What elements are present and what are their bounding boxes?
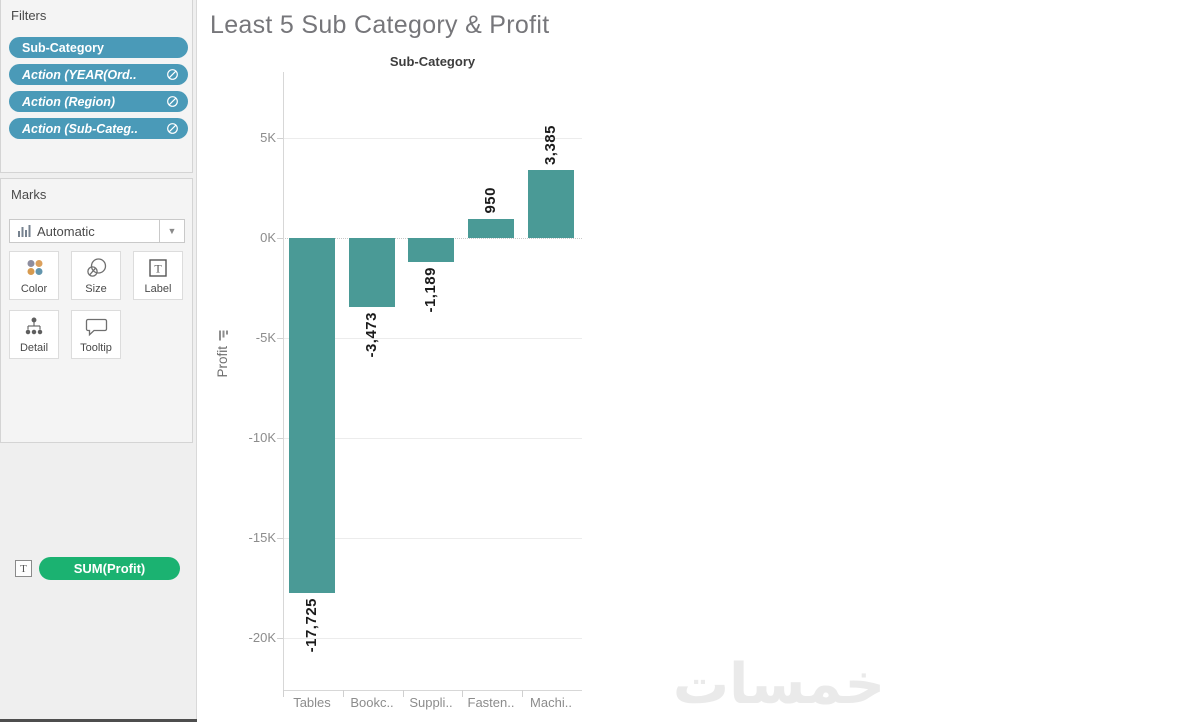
category-tick [462, 690, 464, 697]
y-axis-tick [277, 638, 283, 639]
y-gridline [283, 538, 582, 539]
category-label[interactable]: Tables [293, 695, 331, 710]
filter-pill-action-sub-category[interactable]: Action (Sub-Categ.. [9, 118, 188, 139]
y-axis-tick [277, 238, 283, 239]
y-tick-label: 5K [260, 130, 276, 145]
category-tick [283, 690, 284, 697]
profit-bar[interactable] [349, 238, 395, 308]
y-axis-tick [277, 138, 283, 139]
color-button[interactable]: Color [9, 251, 59, 300]
y-axis-line [283, 72, 284, 690]
y-tick-label: -20K [248, 630, 276, 645]
y-axis-tick [277, 538, 283, 539]
bar-chart-icon [17, 224, 31, 238]
filter-pill-label: Action (Sub-Categ.. [22, 121, 138, 136]
y-gridline [283, 338, 582, 339]
y-tick-label: -15K [248, 530, 276, 545]
profit-bar[interactable] [468, 219, 514, 238]
mark-type-dropdown[interactable]: Automatic ▼ [9, 219, 185, 243]
label-button[interactable]: T Label [133, 251, 183, 300]
filters-card: Filters Sub-Category Action (YEAR(Ord.. … [0, 0, 193, 173]
category-tick [522, 690, 524, 697]
profit-bar[interactable] [528, 170, 574, 238]
filter-pill-sub-category[interactable]: Sub-Category [9, 37, 188, 58]
filter-pill-label: Action (YEAR(Ord.. [22, 67, 137, 82]
size-icon [84, 252, 109, 283]
chevron-down-icon[interactable]: ▼ [159, 220, 184, 242]
filter-pill-action-region[interactable]: Action (Region) [9, 91, 188, 112]
mark-type-label: Automatic [37, 223, 95, 239]
category-label[interactable]: Bookc.. [350, 695, 394, 710]
size-button[interactable]: Size [71, 251, 121, 300]
y-gridline [283, 638, 582, 639]
bar-value-label: 950 [482, 187, 499, 214]
column-field-header[interactable]: Sub-Category [389, 54, 476, 69]
sheet-title: Least 5 Sub Category & Profit [210, 11, 550, 39]
filter-pill-action-year-order[interactable]: Action (YEAR(Ord.. [9, 64, 188, 85]
action-filter-icon [167, 96, 178, 107]
y-tick-label: -5K [255, 330, 276, 345]
y-axis-label[interactable]: Profit [215, 331, 231, 378]
text-encoding-row: T SUM(Profit) [15, 557, 180, 580]
label-icon: T [148, 252, 168, 283]
tooltip-button[interactable]: Tooltip [71, 310, 121, 359]
filter-pill-label: Action (Region) [22, 94, 116, 109]
profit-bar[interactable] [408, 238, 454, 262]
size-button-label: Size [85, 283, 107, 295]
bar-value-label: -17,725 [303, 597, 320, 652]
y-tick-label: 0K [260, 230, 276, 245]
sort-indicator-icon [219, 331, 228, 341]
action-filter-icon [167, 69, 178, 80]
panel-bottom-edge [0, 719, 197, 722]
text-encoding-icon: T [15, 560, 32, 577]
detail-button[interactable]: Detail [9, 310, 59, 359]
y-gridline [283, 438, 582, 439]
bar-value-label: 3,385 [542, 125, 559, 166]
marks-title: Marks [11, 187, 47, 202]
worksheet-view: Least 5 Sub Category & Profit Sub-Catego… [197, 0, 1183, 722]
profit-bar[interactable] [289, 238, 335, 593]
category-label[interactable]: Machi.. [530, 695, 572, 710]
category-tick [342, 690, 344, 697]
detail-icon [23, 311, 45, 342]
filter-pill-label: Sub-Category [22, 40, 104, 55]
y-tick-label: -10K [248, 430, 276, 445]
category-label[interactable]: Fasten.. [467, 695, 515, 710]
category-label[interactable]: Suppli.. [409, 695, 453, 710]
y-axis-tick [277, 438, 283, 439]
color-button-label: Color [20, 283, 48, 295]
action-filter-icon [167, 123, 178, 134]
bar-value-label: -1,189 [422, 266, 439, 313]
tooltip-button-label: Tooltip [80, 342, 112, 354]
category-tick [402, 690, 404, 697]
y-axis-tick [277, 338, 283, 339]
bar-value-label: -3,473 [363, 312, 380, 358]
sum-profit-pill[interactable]: SUM(Profit) [39, 557, 180, 580]
left-panel: Filters Sub-Category Action (YEAR(Ord.. … [0, 0, 197, 722]
detail-button-label: Detail [19, 342, 49, 354]
label-button-label: Label [144, 283, 172, 295]
y-gridline [283, 138, 582, 139]
color-icon [23, 252, 46, 283]
y-axis-label-text: Profit [215, 346, 230, 378]
svg-text:T: T [154, 261, 162, 275]
marks-card: Marks Automatic ▼ Color Size [0, 178, 193, 580]
filters-title: Filters [11, 8, 47, 23]
x-axis-line [283, 690, 582, 691]
watermark: خمسات [672, 652, 885, 717]
tooltip-icon [84, 311, 109, 342]
